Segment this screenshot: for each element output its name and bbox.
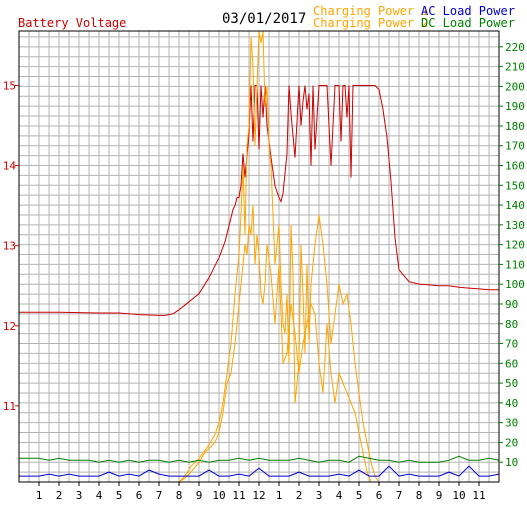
x-tick-label: 7 <box>396 489 403 502</box>
chart-date: 03/01/2017 <box>222 11 307 27</box>
y-right-tick-label: 210 <box>505 61 525 74</box>
x-tick-label: 9 <box>436 489 443 502</box>
x-tick-label: 1 <box>36 489 43 502</box>
x-tick-label: 3 <box>316 489 323 502</box>
x-tick-label: 1 <box>276 489 283 502</box>
series-line-ac-load-power <box>19 465 500 477</box>
series-line-charging-power-1 <box>19 30 499 483</box>
x-tick-label: 6 <box>376 489 383 502</box>
x-tick-label: 4 <box>336 489 343 502</box>
y-right-tick-label: 10 <box>505 456 518 469</box>
x-tick-label: 11 <box>232 489 245 502</box>
x-tick-label: 7 <box>156 489 163 502</box>
y-right-tick-label: 70 <box>505 338 518 351</box>
series-line-charging-power-2 <box>19 205 499 483</box>
x-tick-label: 2 <box>296 489 303 502</box>
x-tick-label: 10 <box>452 489 465 502</box>
y-right-tick-label: 220 <box>505 41 525 54</box>
x-tick-label: 8 <box>176 489 183 502</box>
y-right-tick-label: 50 <box>505 377 518 390</box>
y-left-tick-label: 13 <box>3 240 16 253</box>
y-left-tick-label: 14 <box>3 160 17 173</box>
y-right-tick-label: 180 <box>505 120 525 133</box>
x-tick-label: 12 <box>252 489 265 502</box>
x-tick-label: 11 <box>472 489 485 502</box>
x-tick-label: 2 <box>56 489 63 502</box>
y-right-tick-label: 60 <box>505 357 518 370</box>
y-right-tick-label: 110 <box>505 258 525 271</box>
y-right-tick-label: 170 <box>505 140 525 153</box>
y-left-tick-label: 12 <box>3 320 16 333</box>
battery-voltage-label: Battery Voltage <box>18 16 127 30</box>
y-right-tick-label: 160 <box>505 160 525 173</box>
y-right-tick-label: 40 <box>505 397 518 410</box>
y-right-tick-label: 140 <box>505 199 525 212</box>
x-tick-label: 3 <box>76 489 83 502</box>
x-tick-label: 5 <box>356 489 363 502</box>
legend-charging-power-1: Charging Power 1 <box>313 4 429 18</box>
x-tick-label: 10 <box>212 489 225 502</box>
y-right-tick-label: 80 <box>505 318 518 331</box>
y-right-tick-label: 190 <box>505 100 525 113</box>
y-right-tick-label: 30 <box>505 417 518 430</box>
series-line-battery-voltage <box>19 85 499 316</box>
x-tick-label: 8 <box>416 489 423 502</box>
x-tick-label: 6 <box>136 489 143 502</box>
y-right-tick-label: 120 <box>505 239 525 252</box>
legend-ac-load-power: AC Load Power <box>421 4 515 18</box>
y-right-tick-label: 200 <box>505 80 525 93</box>
y-right-tick-label: 150 <box>505 179 525 192</box>
legend-dc-load-power: DC Load Power <box>421 16 515 30</box>
legend-charging-power-2: Charging Power 2 <box>313 16 429 30</box>
y-left-tick-label: 11 <box>3 400 16 413</box>
x-tick-label: 5 <box>116 489 123 502</box>
x-tick-label: 4 <box>96 489 103 502</box>
x-tick-label: 9 <box>196 489 203 502</box>
series-line-dc-load-power <box>19 455 500 463</box>
y-right-tick-label: 90 <box>505 298 518 311</box>
y-left-tick-label: 15 <box>3 79 16 92</box>
y-right-tick-label: 130 <box>505 219 525 232</box>
y-right-tick-label: 20 <box>505 436 518 449</box>
y-right-tick-label: 100 <box>505 278 525 291</box>
